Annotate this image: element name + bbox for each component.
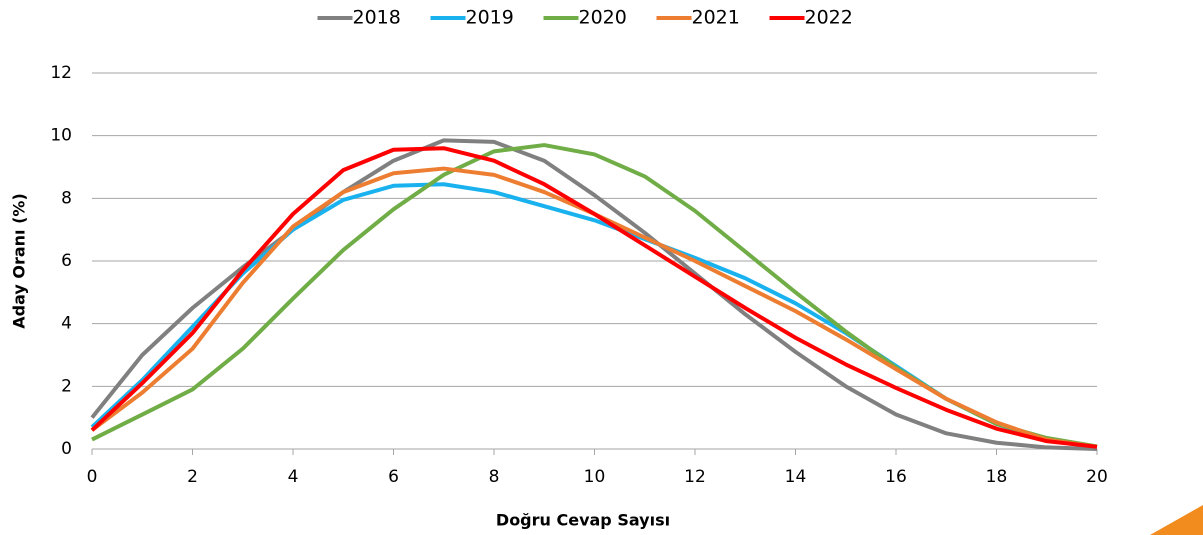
x-tick-label: 6: [388, 467, 399, 487]
x-axis-title: Doğru Cevap Sayısı: [496, 511, 670, 530]
x-tick-label: 20: [1086, 467, 1108, 487]
line-series: [90, 138, 1098, 451]
x-tick-label: 4: [288, 467, 299, 487]
y-tick-label: 0: [61, 439, 72, 459]
legend-label: 2021: [692, 7, 740, 29]
x-tick-label: 0: [87, 467, 98, 487]
y-axis-title: Aday Oranı (%): [10, 193, 29, 329]
x-tick-label: 14: [785, 467, 807, 487]
line-series: [90, 146, 1098, 449]
legend-label: 2019: [466, 7, 514, 29]
x-tick-label: 12: [684, 467, 706, 487]
legend-label: 2020: [579, 7, 627, 29]
line-series: [90, 182, 1098, 449]
legend-label: 2022: [805, 7, 853, 29]
line-series: [91, 143, 1098, 449]
x-tick-label: 16: [885, 467, 907, 487]
y-tick-label: 8: [61, 188, 72, 208]
legend-label: 2018: [353, 7, 401, 29]
x-tick-label: 8: [489, 467, 500, 487]
y-tick-label: 10: [50, 126, 72, 146]
x-tick-label: 10: [584, 467, 606, 487]
y-tick-label: 4: [61, 314, 72, 334]
x-tick-label: 18: [986, 467, 1008, 487]
y-tick-label: 2: [61, 376, 72, 396]
line-series: [90, 166, 1098, 449]
y-tick-label: 12: [50, 63, 72, 83]
corner-decoration: [1150, 505, 1203, 535]
y-tick-label: 6: [61, 251, 72, 271]
x-tick-label: 2: [187, 467, 198, 487]
